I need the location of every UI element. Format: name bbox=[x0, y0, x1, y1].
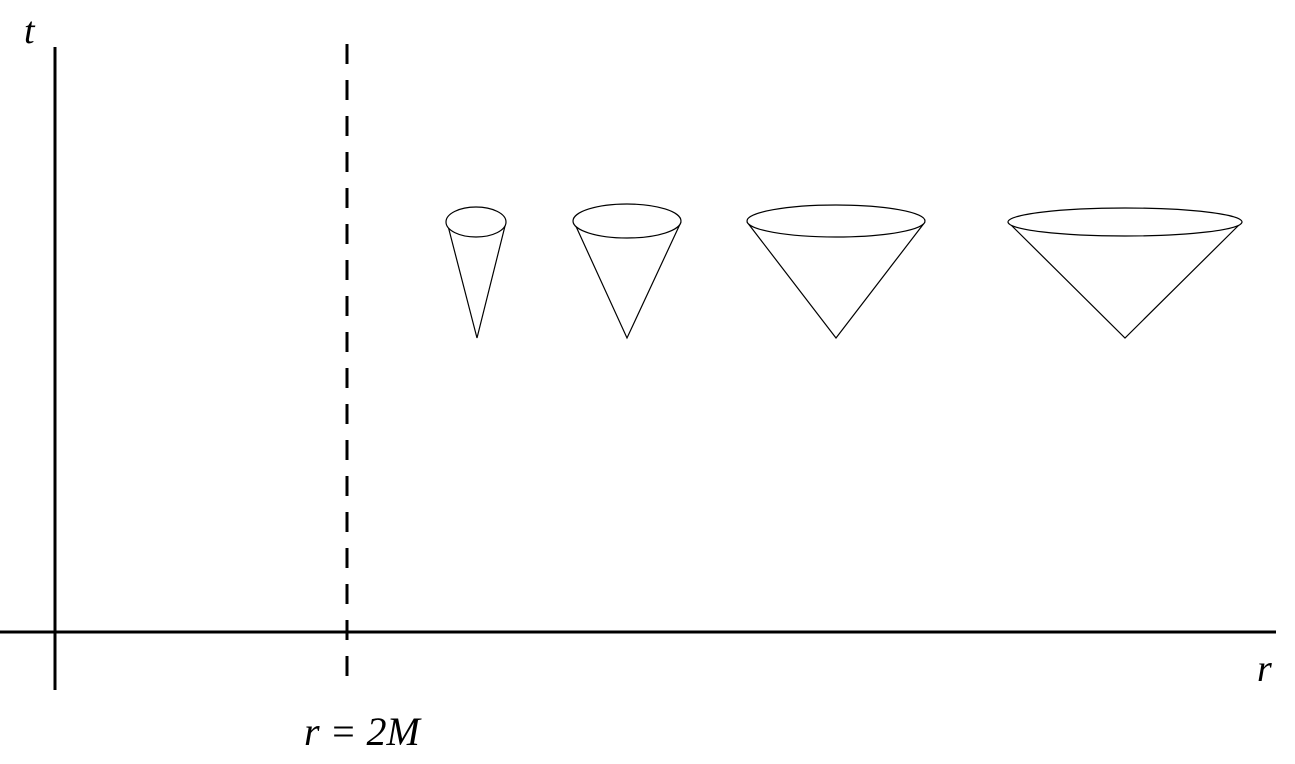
light-cone-4-sides bbox=[1007, 221, 1243, 339]
light-cone-2-sides bbox=[573, 221, 682, 340]
light-cone-2 bbox=[572, 203, 682, 340]
light-cone-2-top bbox=[572, 203, 682, 239]
horizon-label: r = 2M bbox=[304, 709, 423, 754]
light-cone-3 bbox=[746, 204, 926, 339]
light-cone-3-sides bbox=[746, 221, 926, 339]
light-cone-4 bbox=[1007, 207, 1243, 339]
t-axis-label: t bbox=[24, 10, 36, 52]
light-cone-3-top bbox=[746, 204, 926, 238]
light-cone-1 bbox=[445, 206, 507, 339]
light-cone-4-top bbox=[1007, 207, 1243, 237]
r-axis-label: r bbox=[1257, 648, 1272, 690]
light-cone-1-top bbox=[445, 206, 507, 238]
light-cone-1-sides bbox=[446, 221, 507, 339]
